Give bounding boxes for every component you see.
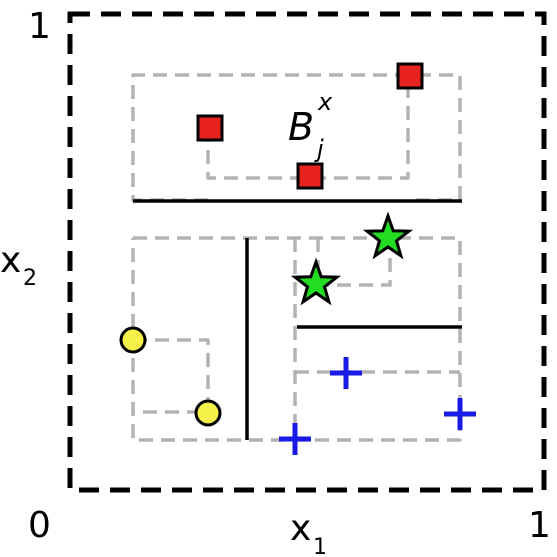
x2-axis-label: x 2: [0, 240, 37, 291]
region-label-sup: x: [317, 88, 333, 116]
square-marker: [296, 162, 324, 190]
square-marker: [196, 114, 224, 142]
star-marker: [362, 211, 414, 260]
x2-axis-label-base: x: [0, 240, 21, 281]
square-markers: [196, 62, 424, 190]
split-lines: [133, 199, 462, 440]
x1-axis-label-base: x: [290, 508, 311, 549]
star-region-outline: [316, 238, 392, 287]
square-marker: [396, 62, 424, 90]
x2-axis-label-sub: 2: [23, 266, 37, 291]
corner-label-right: 1: [528, 505, 551, 546]
circle-marker: [119, 326, 147, 354]
corner-label-top: 1: [28, 6, 51, 47]
x1-axis-label-sub: 1: [313, 535, 327, 557]
star-markers: [290, 211, 414, 306]
region-label: B x j: [288, 88, 337, 163]
corner-label-origin: 0: [28, 505, 51, 546]
x1-axis-label: x 1: [290, 508, 327, 557]
bottom-region-outline: [131, 236, 462, 442]
region-label-base: B: [288, 105, 314, 149]
plus-marker: [330, 357, 362, 389]
top-inner-outline: [206, 75, 410, 180]
plus-marker: [444, 398, 476, 430]
left-circle-region-outline: [133, 338, 210, 414]
plus-marker: [279, 423, 311, 455]
plus-markers: [279, 357, 476, 455]
star-marker: [290, 257, 342, 306]
circle-marker: [194, 399, 222, 427]
region-label-sub: j: [314, 135, 324, 163]
outer-unit-square: [67, 11, 547, 493]
circle-markers: [119, 326, 222, 427]
